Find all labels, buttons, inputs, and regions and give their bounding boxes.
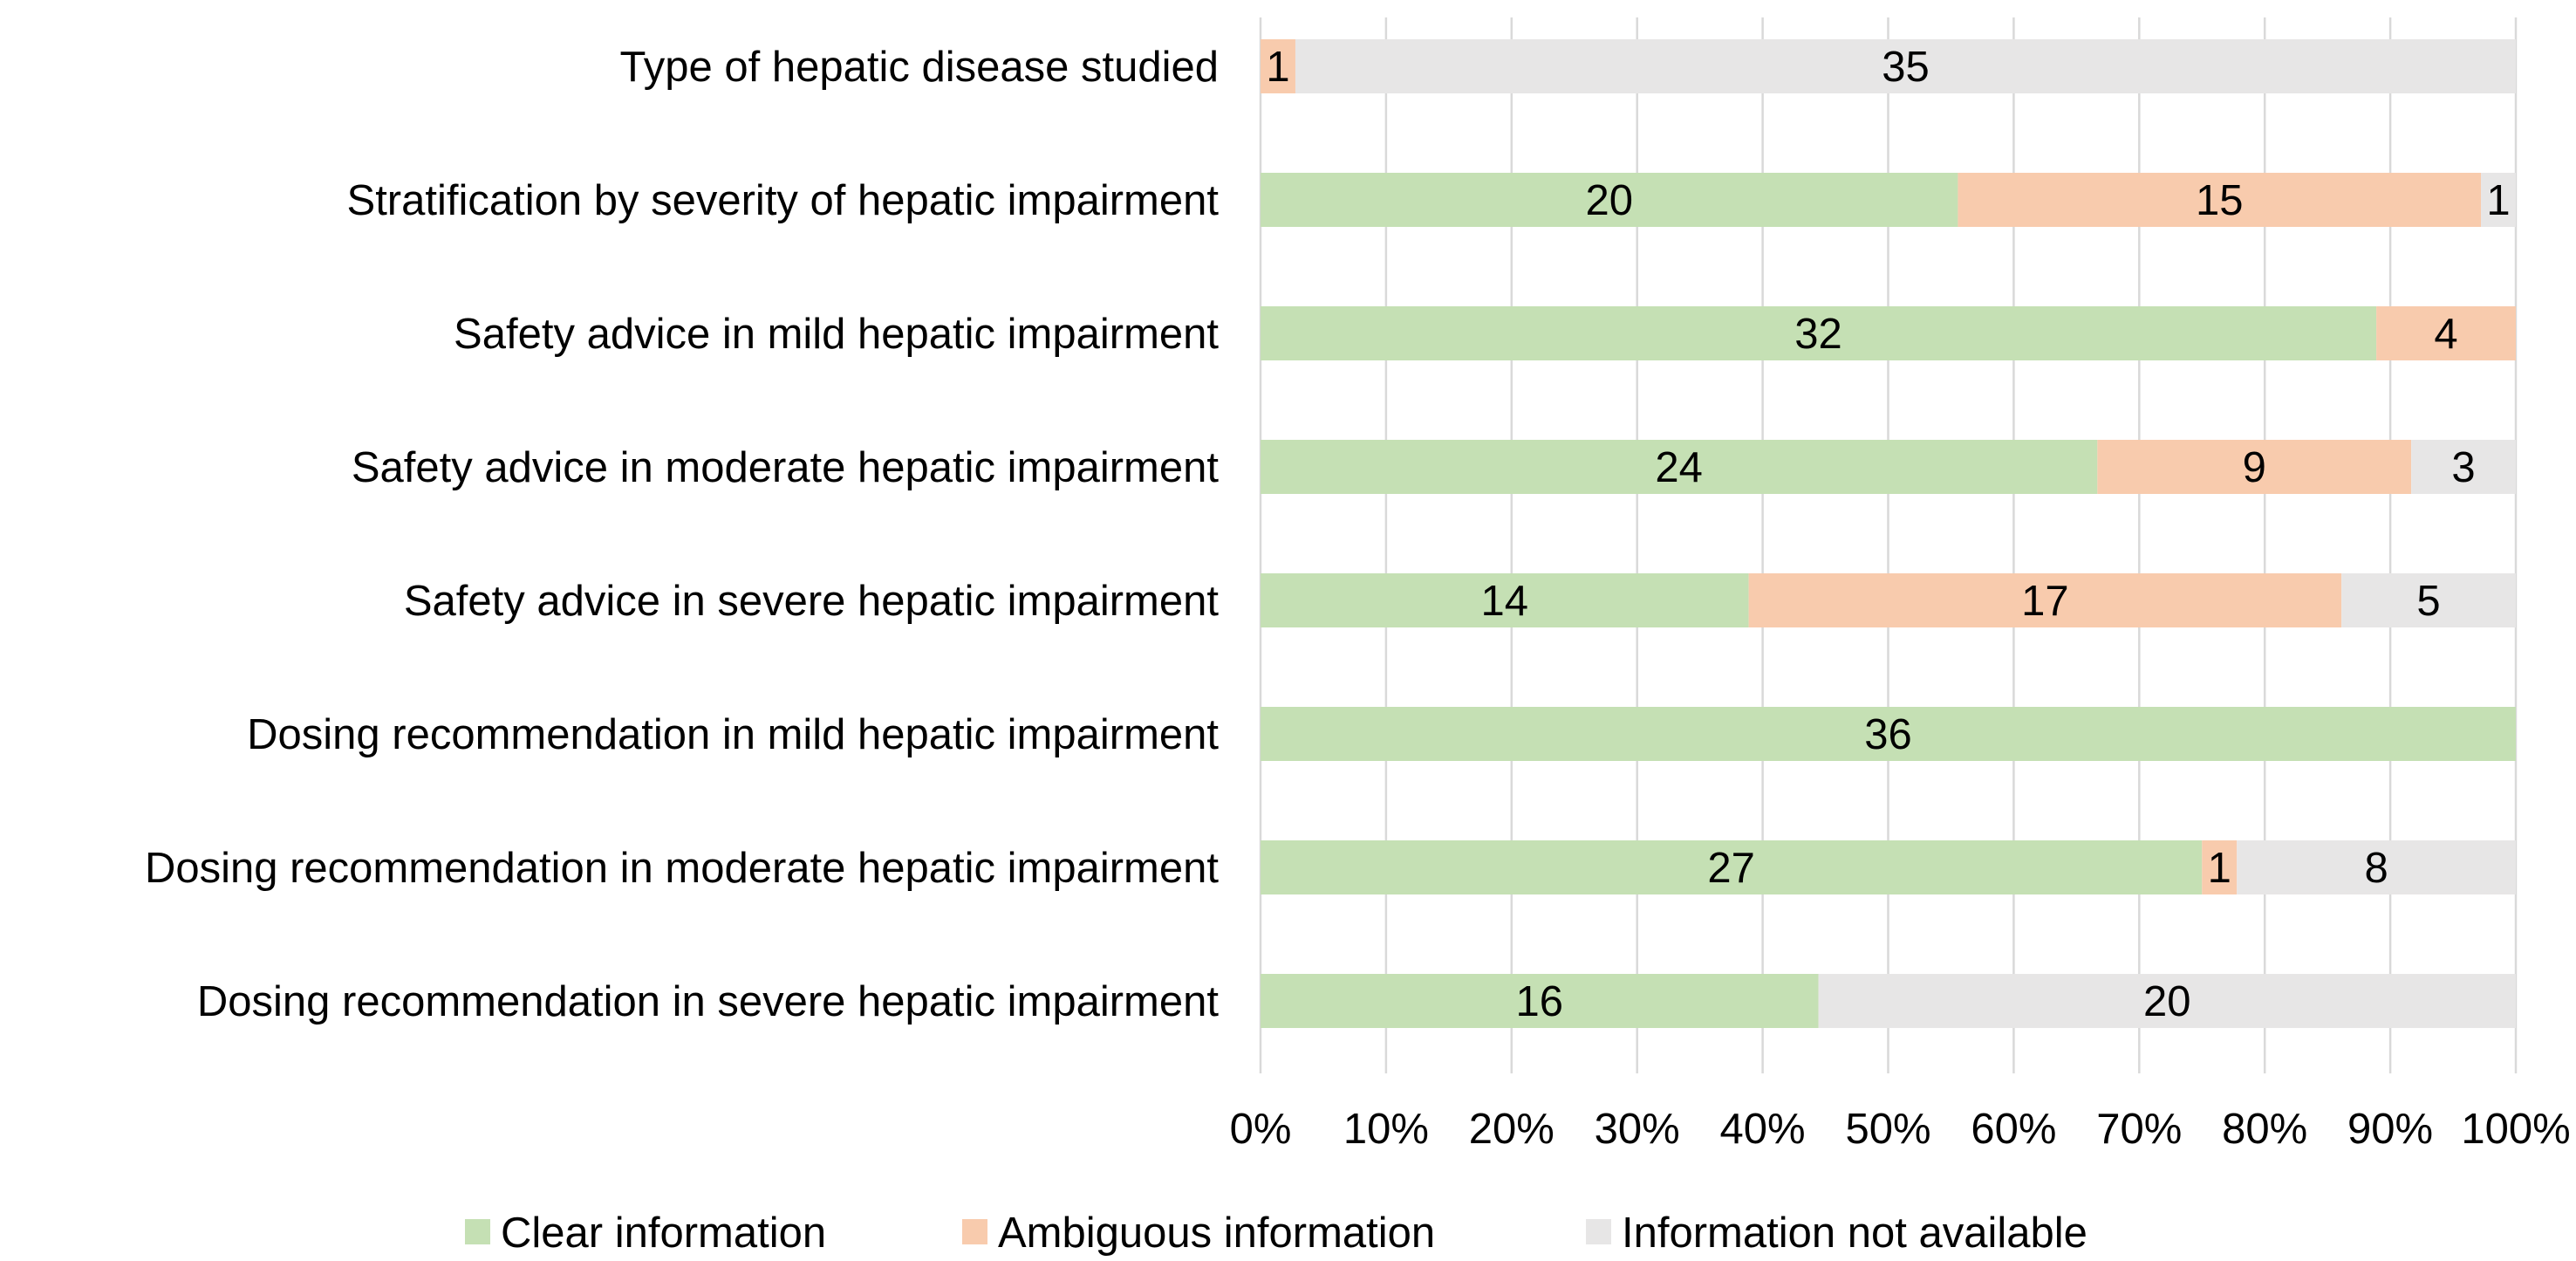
bar-segment-information-not-available (1295, 39, 2516, 93)
data-label: 35 (1882, 44, 1930, 91)
x-tick-label: 60% (1971, 1106, 2056, 1153)
bar-segment-clear-information (1261, 306, 2377, 360)
bar-segment-information-not-available (2481, 173, 2516, 227)
data-label: 14 (1481, 578, 1529, 625)
x-tick-label: 10% (1343, 1106, 1429, 1153)
legend-label: Ambiguous information (998, 1210, 1435, 1257)
data-label: 20 (2143, 978, 2191, 1025)
data-label: 20 (1585, 177, 1633, 224)
bar-segment-information-not-available (2237, 840, 2516, 894)
legend-swatch (962, 1219, 987, 1244)
category-label: Safety advice in moderate hepatic impair… (352, 444, 1220, 491)
data-label: 15 (2196, 177, 2244, 224)
bar-segment-ambiguous-information (1748, 573, 2342, 627)
category-label: Type of hepatic disease studied (620, 44, 1219, 91)
bar-segment-clear-information (1261, 173, 1958, 227)
data-label: 32 (1794, 311, 1842, 358)
data-label: 36 (1864, 711, 1912, 758)
data-label: 3 (2451, 444, 2475, 491)
labels: 0% 10% 20% 30% 40% 50% 60% 70% 80% 90% 100% Type of… (145, 44, 2571, 1153)
data-label: 1 (1266, 44, 1289, 91)
data-label: 24 (1655, 444, 1703, 491)
legend-swatch (1586, 1219, 1611, 1244)
bar-segment-ambiguous-information (2202, 840, 2238, 894)
bar-segment-ambiguous-information (2097, 440, 2412, 494)
bar-segment-ambiguous-information (1261, 39, 1295, 93)
category-label: Dosing recommendation in severe hepatic … (197, 978, 1220, 1025)
bar-segment-clear-information (1261, 840, 2203, 894)
x-tick-label: 80% (2222, 1106, 2307, 1153)
x-tick-label: 30% (1595, 1106, 1680, 1153)
bar-segment-information-not-available (1818, 974, 2516, 1028)
bar-segment-information-not-available (2411, 440, 2516, 494)
data-label: 17 (2021, 578, 2069, 625)
bar-segment-clear-information (1261, 707, 2516, 761)
legend-label: Information not available (1622, 1210, 2087, 1257)
data-label: 16 (1516, 978, 1564, 1025)
legend-label: Clear information (501, 1210, 826, 1257)
x-tick-label: 40% (1720, 1106, 1806, 1153)
x-tick-label: 90% (2347, 1106, 2433, 1153)
category-label: Dosing recommendation in mild hepatic im… (247, 711, 1219, 758)
x-tick-label: 20% (1469, 1106, 1554, 1153)
legend-swatch (465, 1219, 490, 1244)
bar-segment-clear-information (1261, 440, 2098, 494)
data-label: 5 (2416, 578, 2440, 625)
data-label: 4 (2434, 311, 2457, 358)
category-label: Dosing recommendation in moderate hepati… (145, 845, 1219, 892)
data-label: 1 (2208, 845, 2231, 892)
data-label: 8 (2364, 845, 2388, 892)
x-tick-label: 50% (1845, 1106, 1930, 1153)
data-label: 27 (1707, 845, 1755, 892)
bar-segment-ambiguous-information (1958, 173, 2482, 227)
bar-segment-information-not-available (2341, 573, 2516, 627)
x-tick-label: 0% (1230, 1106, 1292, 1153)
bar-segment-clear-information (1261, 974, 1819, 1028)
legend: Clear information Ambiguous information In… (465, 1210, 2087, 1257)
data-label: 1 (2486, 177, 2510, 224)
category-label: Safety advice in mild hepatic impairment (454, 311, 1219, 358)
x-tick-label: 100% (2461, 1106, 2570, 1153)
category-label: Stratification by severity of hepatic im… (347, 177, 1220, 224)
bar-segment-ambiguous-information (2376, 306, 2516, 360)
data-label: 9 (2243, 444, 2266, 491)
bars (1261, 39, 2516, 1028)
bar-segment-clear-information (1261, 573, 1749, 627)
category-label: Safety advice in severe hepatic impairme… (404, 578, 1220, 625)
x-tick-label: 70% (2096, 1106, 2182, 1153)
